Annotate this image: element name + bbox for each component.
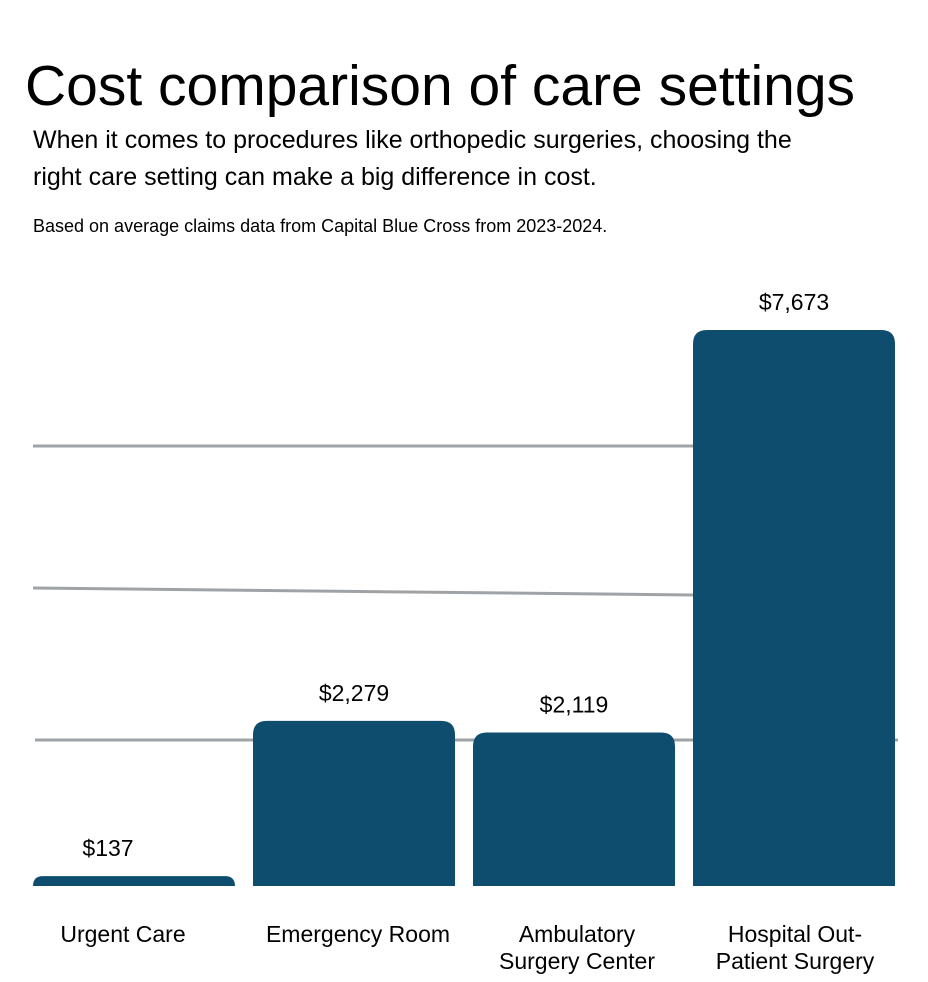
data-source-note: Based on average claims data from Capita…	[33, 216, 608, 236]
bar-hospital-out-patient-surgery	[693, 330, 895, 886]
chart-title: Cost comparison of care settings	[25, 54, 856, 118]
category-label-line: Ambulatory	[518, 921, 636, 947]
category-label: Urgent Care	[13, 921, 233, 948]
category-label: Ambulatory Surgery Center	[467, 921, 687, 975]
data-label: $7,673	[759, 289, 829, 315]
gridline	[32, 586, 694, 597]
data-label: $137	[82, 835, 133, 861]
category-label-line: Urgent Care	[60, 921, 186, 947]
chart-subtitle: When it comes to procedures like orthope…	[33, 126, 792, 191]
data-label: $2,279	[319, 680, 389, 706]
category-label: Hospital Out- Patient Surgery	[685, 921, 905, 975]
category-label-line: Surgery Center	[499, 948, 655, 974]
category-label-line: Patient Surgery	[715, 948, 875, 974]
bar-urgent-care	[33, 876, 235, 886]
bar-emergency-room	[253, 720, 455, 886]
category-label: Emergency Room	[248, 921, 468, 948]
category-label-line: Hospital Out-	[727, 921, 863, 947]
data-label: $2,119	[540, 691, 609, 717]
category-label-line: Emergency Room	[265, 921, 451, 947]
bar-ambulatory-surgery-center	[473, 732, 675, 886]
